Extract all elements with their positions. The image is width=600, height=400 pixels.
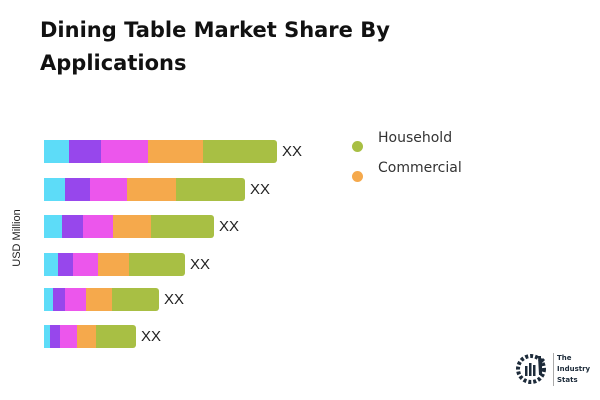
bar-segment[interactable] xyxy=(44,140,69,163)
legend-label: Commercial xyxy=(378,160,462,176)
bar-segment[interactable] xyxy=(44,288,53,311)
legend-dot-commercial-icon xyxy=(352,171,363,182)
bar-segment[interactable] xyxy=(101,140,148,163)
stacked-bar[interactable] xyxy=(44,178,245,201)
brand-logo: The Industry Stats xyxy=(514,352,590,386)
bar-segment[interactable] xyxy=(69,140,101,163)
bar-segment[interactable] xyxy=(127,178,176,201)
bar-segment[interactable] xyxy=(44,215,62,238)
bar-row: XX xyxy=(44,288,184,311)
logo-text: The Industry Stats xyxy=(553,352,590,386)
bar-segment[interactable] xyxy=(44,253,58,276)
bar-segment[interactable] xyxy=(96,325,136,348)
bar-segment[interactable] xyxy=(65,178,90,201)
legend-item-household[interactable]: Household xyxy=(352,128,462,158)
bar-segment[interactable] xyxy=(129,253,185,276)
bar-segment[interactable] xyxy=(151,215,214,238)
legend-label: Household xyxy=(378,130,453,146)
stacked-bar[interactable] xyxy=(44,288,159,311)
stacked-bar[interactable] xyxy=(44,215,214,238)
gear-wrench-logo-icon xyxy=(516,354,546,384)
stacked-bar[interactable] xyxy=(44,140,277,163)
bar-row: XX xyxy=(44,215,239,238)
bar-value-label: XX xyxy=(141,328,162,345)
bar-segment[interactable] xyxy=(86,288,112,311)
bar-row: XX xyxy=(44,140,302,163)
bar-segment[interactable] xyxy=(176,178,245,201)
chart-title: Dining Table Market Share By Application… xyxy=(40,18,390,75)
bar-segment[interactable] xyxy=(73,253,98,276)
bar-segment[interactable] xyxy=(90,178,127,201)
bar-segment[interactable] xyxy=(62,215,83,238)
bar-value-label: XX xyxy=(250,181,271,198)
bar-segment[interactable] xyxy=(50,325,60,348)
stacked-bar[interactable] xyxy=(44,325,136,348)
bar-row: XX xyxy=(44,178,270,201)
bar-segment[interactable] xyxy=(83,215,113,238)
bar-segment[interactable] xyxy=(53,288,65,311)
stacked-bar[interactable] xyxy=(44,253,185,276)
bar-segment[interactable] xyxy=(112,288,159,311)
bar-segment[interactable] xyxy=(98,253,129,276)
bar-segment[interactable] xyxy=(148,140,203,163)
bar-value-label: XX xyxy=(282,143,303,160)
bar-segment[interactable] xyxy=(60,325,77,348)
legend-item-commercial[interactable]: Commercial xyxy=(352,158,462,188)
bar-segment[interactable] xyxy=(113,215,151,238)
bar-row: XX xyxy=(44,325,161,348)
bar-value-label: XX xyxy=(219,218,240,235)
bar-segment[interactable] xyxy=(44,178,65,201)
legend: Household Commercial xyxy=(352,128,462,188)
bar-segment[interactable] xyxy=(203,140,277,163)
bar-segment[interactable] xyxy=(44,325,50,348)
legend-dot-household-icon xyxy=(352,141,363,152)
bar-row: XX xyxy=(44,253,210,276)
bar-value-label: XX xyxy=(190,256,211,273)
bar-segment[interactable] xyxy=(65,288,86,311)
bar-value-label: XX xyxy=(164,291,185,308)
bar-segment[interactable] xyxy=(77,325,96,348)
bar-segment[interactable] xyxy=(58,253,73,276)
y-axis-label: USD Million xyxy=(11,209,23,267)
